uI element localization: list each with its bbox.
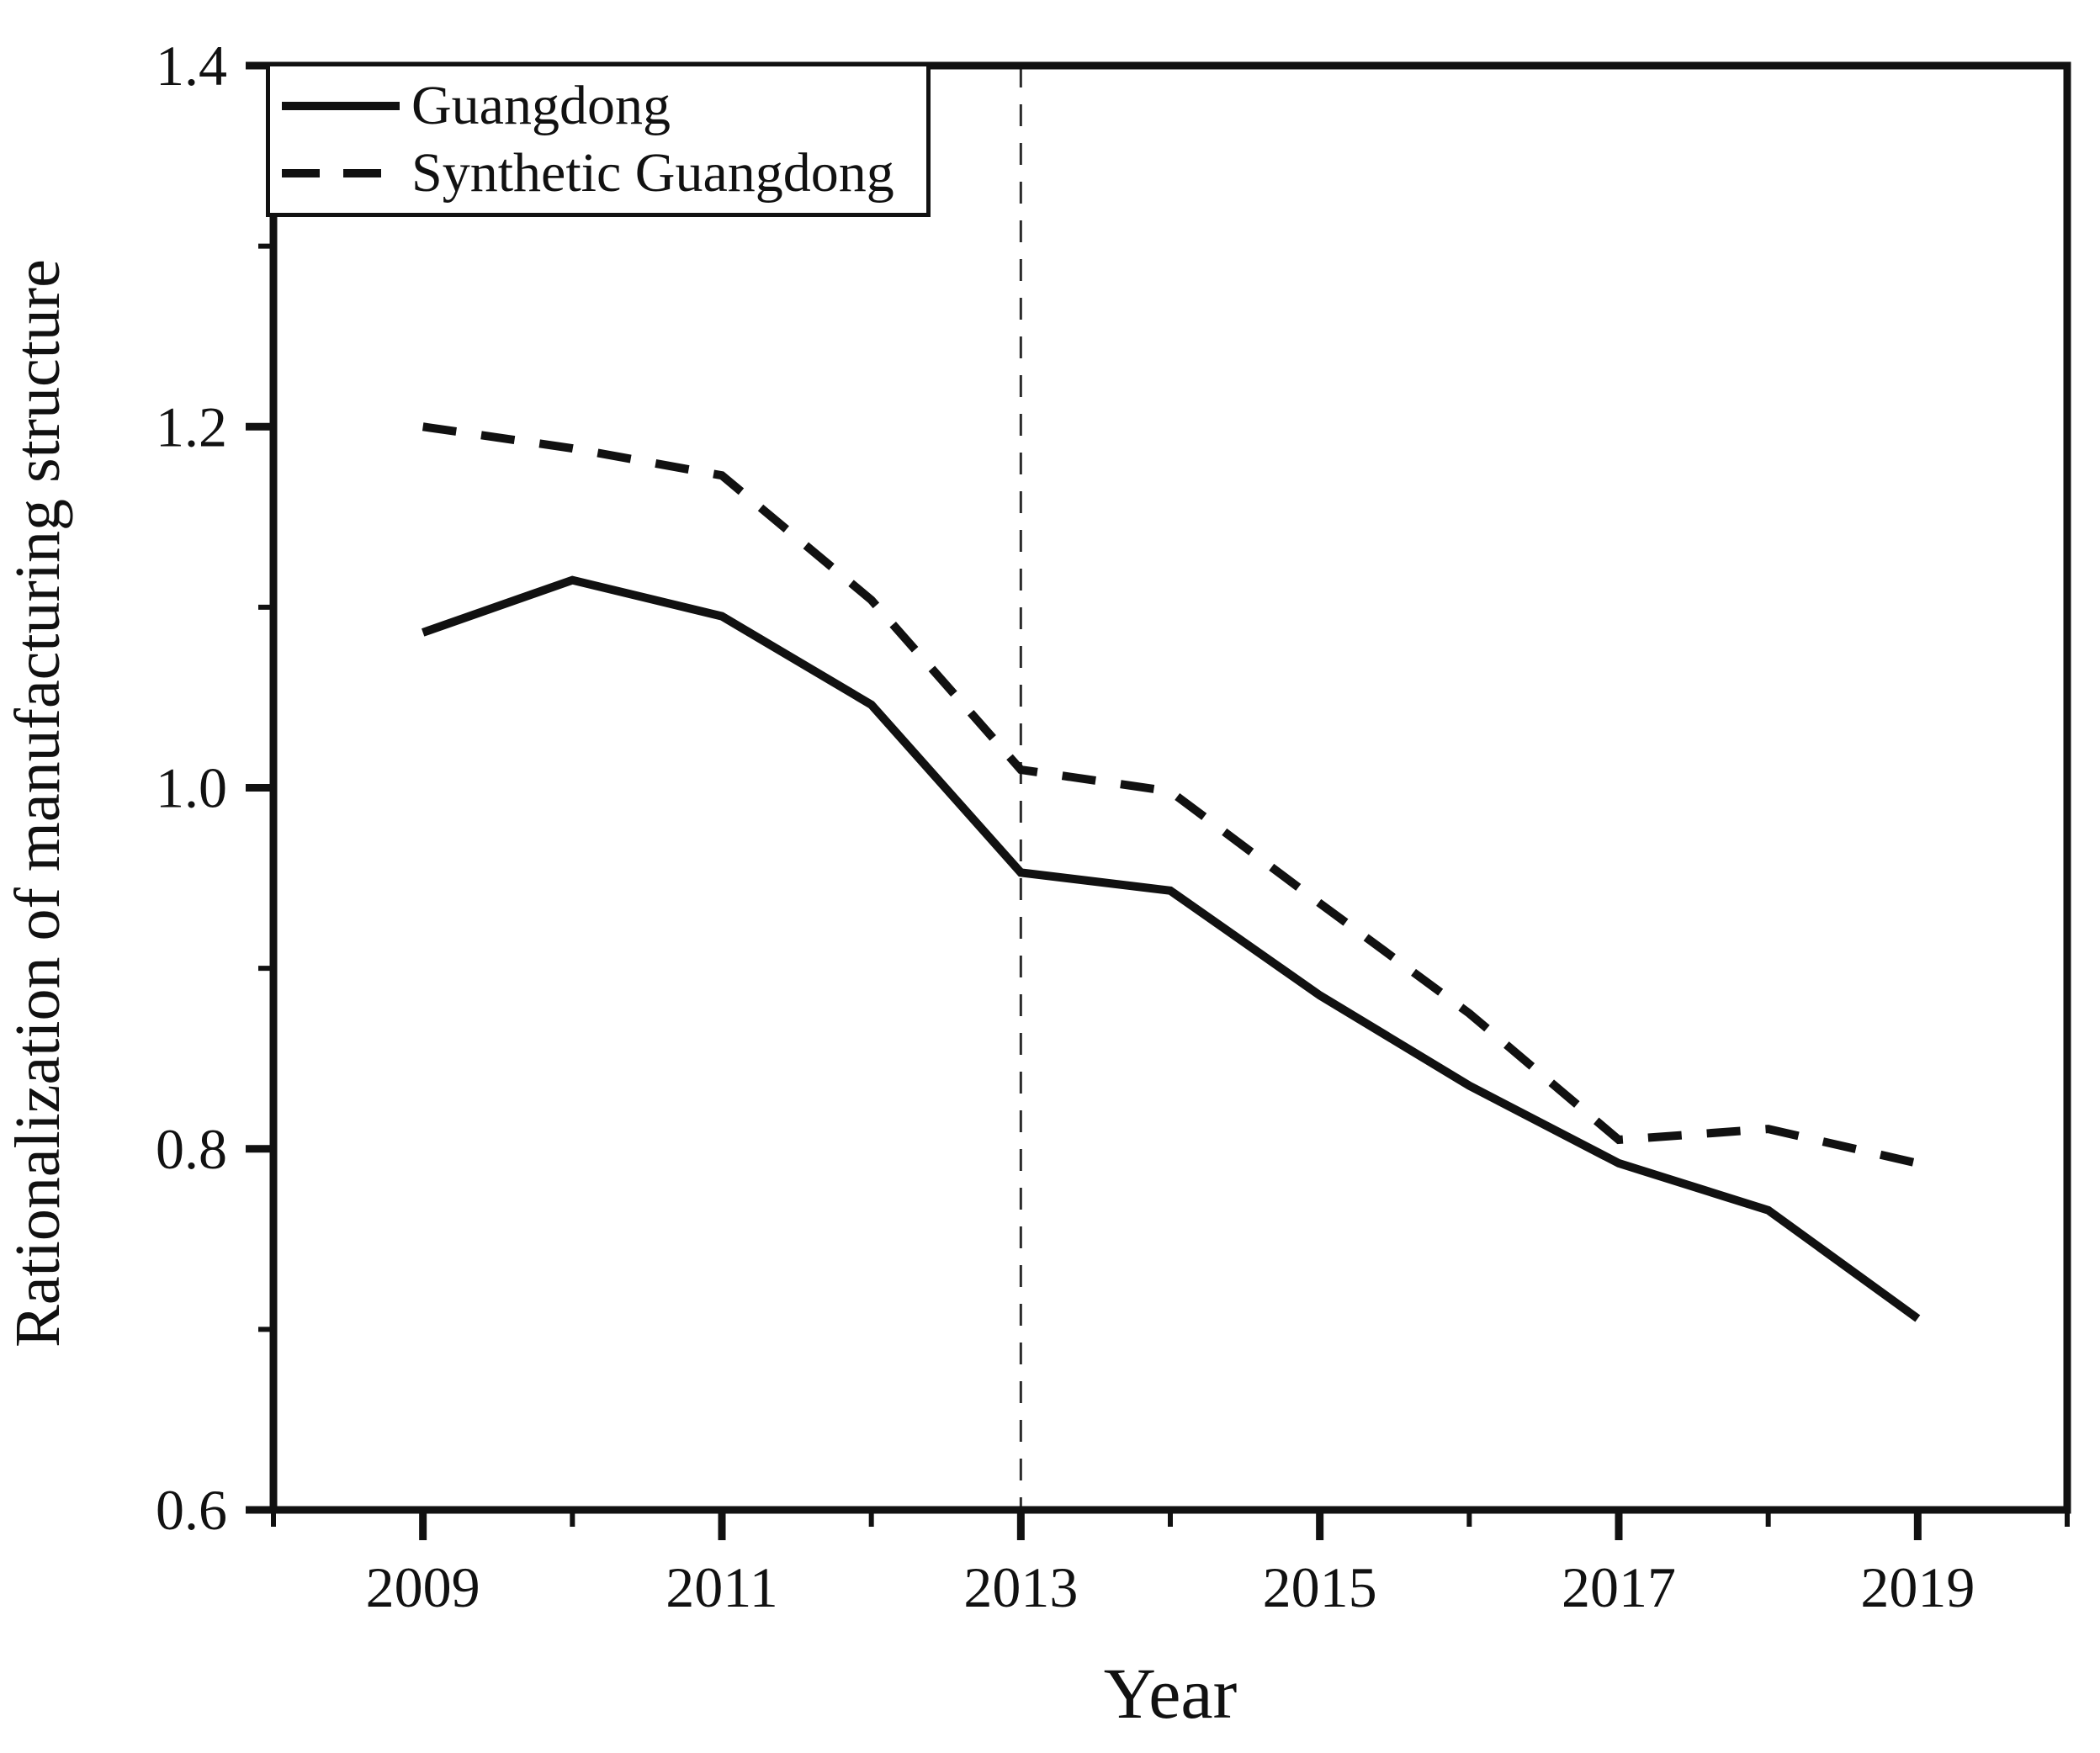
- y-tick-label: 0.6: [156, 1478, 227, 1542]
- x-tick-label: 2009: [366, 1555, 480, 1619]
- y-tick-label: 1.2: [156, 395, 227, 458]
- synthetic-guangdong-line: [422, 422, 1919, 1168]
- dashed-line-sample-icon: [282, 169, 400, 177]
- x-axis-title: Year: [1104, 1653, 1237, 1734]
- guangdong-line: [422, 575, 1921, 1322]
- y-axis-title: Rationalization of manufacturing structu…: [3, 259, 73, 1348]
- x-tick-label: 2011: [666, 1555, 777, 1619]
- x-tick-label: 2013: [963, 1555, 1078, 1619]
- legend-item-guangdong: Guangdong: [282, 78, 926, 134]
- x-tick-label: 2015: [1263, 1555, 1377, 1619]
- plot-frame: [269, 61, 2071, 1514]
- y-tick-label: 0.8: [156, 1117, 227, 1181]
- data-series-group: [422, 422, 1921, 1322]
- x-tick-label: 2017: [1562, 1555, 1676, 1619]
- y-tick-label: 1.0: [156, 756, 227, 820]
- legend-item-synthetic-guangdong: Synthetic Guangdong: [282, 146, 926, 201]
- axis-tick-labels-group: 1.4 1.2 1.0 0.8 0.6 2009 2011 2013 2015 2017 2019: [156, 34, 1975, 1619]
- legend: Guangdong Synthetic Guangdong: [266, 62, 931, 217]
- legend-label: Synthetic Guangdong: [411, 142, 894, 204]
- legend-label: Guangdong: [411, 75, 671, 136]
- solid-line-sample-icon: [282, 102, 400, 110]
- axis-ticks-group: [246, 61, 2070, 1540]
- y-tick-label: 1.4: [156, 34, 227, 98]
- x-tick-label: 2019: [1860, 1555, 1975, 1619]
